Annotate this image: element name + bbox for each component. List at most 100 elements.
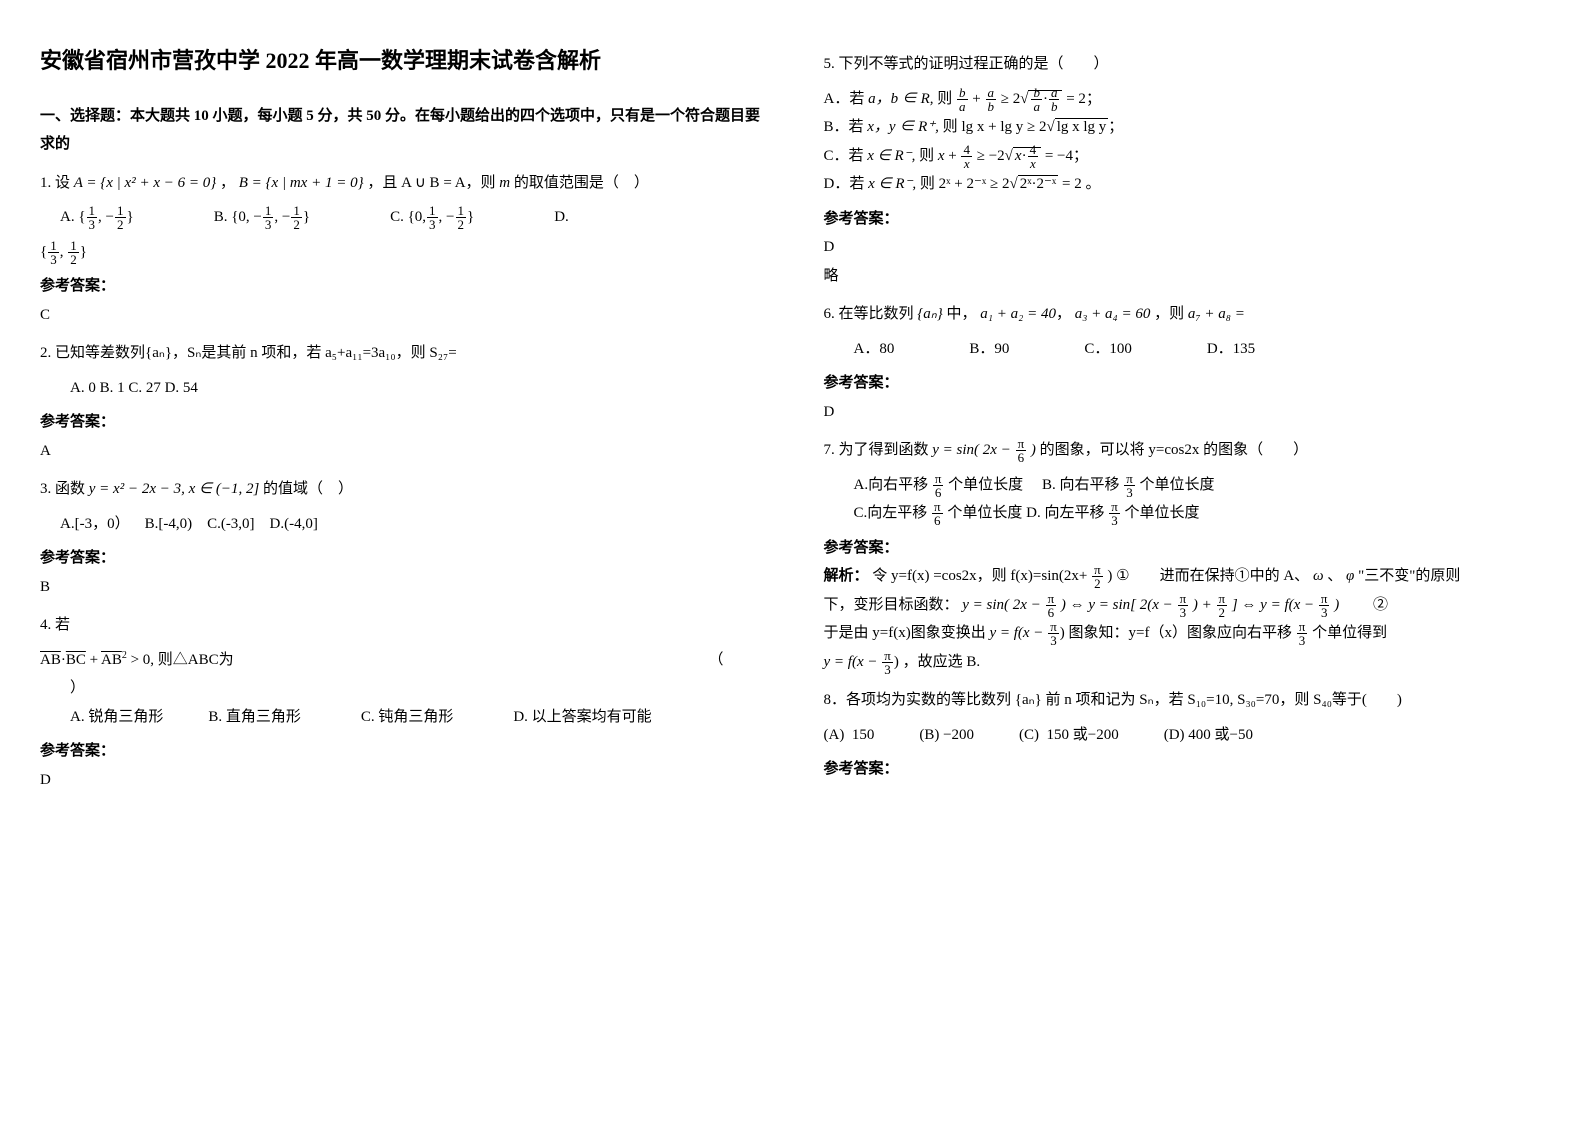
option-b: B. {0, −13, −12} <box>214 203 310 232</box>
text: 则 <box>920 176 935 192</box>
answer-label: 参考答案： <box>40 272 764 301</box>
label: D. <box>554 209 569 225</box>
text: 7. 为了得到函数 <box>824 442 929 458</box>
text: 中， <box>947 306 977 322</box>
text: y = x² − 2x − 3, x ∈ (−1, 2] <box>89 481 260 497</box>
q7-options-row2: C.向左平移 π6 个单位长度 D. 向左平移 π3 个单位长度 <box>854 499 1548 528</box>
question-4: 4. 若 <box>40 611 764 640</box>
text: 、 <box>1327 568 1342 584</box>
text: x ∈ R⁻, <box>867 148 915 164</box>
text: 则 <box>943 119 958 135</box>
text: A = {x | x² + x − 6 = 0} <box>74 175 216 191</box>
text: 则 <box>919 148 934 164</box>
label: A. <box>60 209 75 225</box>
q6-answer: D <box>824 398 1548 427</box>
left-column: 安徽省宿州市营孜中学 2022 年高一数学理期末试卷含解析 一、选择题：本大题共… <box>40 40 764 794</box>
text: B．若 <box>824 119 864 135</box>
text: 则 <box>937 91 952 107</box>
question-3: 3. 函数 y = x² − 2x − 3, x ∈ (−1, 2] 的值域（ … <box>40 475 764 504</box>
text: m <box>499 175 510 191</box>
text: 的取值范围是（ ） <box>514 175 649 191</box>
text: B = {x | mx + 1 = 0} <box>239 175 364 191</box>
text: A．若 <box>824 91 865 107</box>
q4-expr: AB·BC + AB2 > 0, 则△ABC为 （ <box>40 646 764 675</box>
text: lg x + lg y ≥ 2 <box>961 119 1046 135</box>
text: "三不变"的原则 <box>1358 568 1460 584</box>
answer-label: 参考答案： <box>40 544 764 573</box>
text: ，则 <box>1154 306 1184 322</box>
text: φ <box>1346 568 1354 584</box>
q7-solution-3: 于是由 y=f(x)图象变换出 y = f(x − π3) 图象知：y=f（x）… <box>824 619 1548 648</box>
text: ② <box>1373 597 1388 613</box>
q5-option-c: C．若 x ∈ R⁻, 则 x + 4x ≥ −2√x·4x = −4； <box>824 142 1548 171</box>
text: 个单位长度 <box>1140 477 1215 493</box>
text: } <box>467 209 474 225</box>
text: 解析： <box>824 568 869 584</box>
text: ω <box>1313 568 1324 584</box>
text: 3. 函数 <box>40 481 85 497</box>
text: ， <box>220 175 235 191</box>
text: ) <box>1334 597 1339 613</box>
question-6: 6. 在等比数列 {aₙ} 中， a₁ + a₂ = 40， a₃ + a₄ =… <box>824 300 1548 329</box>
option-d: D. <box>554 203 569 232</box>
q1-options: A. {13, −12} B. {0, −13, −12} C. {0,13, … <box>60 203 764 232</box>
text: 个单位长度 <box>947 505 1022 521</box>
q7-solution: 解析： 令 y=f(x) =cos2x，则 f(x)=sin(2x+ π2 ) … <box>824 562 1548 591</box>
text: 个单位长度 <box>948 477 1023 493</box>
q7-options-row1: A.向右平移 π6 个单位长度 B. 向右平移 π3 个单位长度 <box>854 471 1548 500</box>
text: 6. 在等比数列 <box>824 306 914 322</box>
q5-answer: D <box>824 233 1548 262</box>
q5-option-a: A．若 a，b ∈ R, 则 ba + ab ≥ 2√ba·ab = 2； <box>824 85 1548 114</box>
answer-label: 参考答案： <box>824 755 1548 784</box>
text: } <box>127 209 134 225</box>
label: B. <box>214 209 228 225</box>
text: 个单位得到 <box>1312 625 1387 641</box>
q6-options: A．80 B．90 C．100 D．135 <box>854 335 1548 364</box>
text: a，b ∈ R, <box>868 91 933 107</box>
text: } <box>80 244 87 260</box>
answer-label: 参考答案： <box>40 408 764 437</box>
question-5: 5. 下列不等式的证明过程正确的是（ ） <box>824 50 1548 79</box>
text: ，且 A ∪ B = A，则 <box>367 175 495 191</box>
text: y = sin( 2x − <box>932 442 1011 458</box>
question-7: 7. 为了得到函数 y = sin( 2x − π6 ) 的图象，可以将 y=c… <box>824 436 1548 465</box>
option-c: C. {0,13, −12} <box>390 203 474 232</box>
option-a: A. {13, −12} <box>60 203 134 232</box>
answer-label: 参考答案： <box>824 205 1548 234</box>
document-title: 安徽省宿州市营孜中学 2022 年高一数学理期末试卷含解析 <box>40 40 764 82</box>
text: {aₙ} <box>917 306 942 322</box>
q8-options: (A) 150 (B) −200 (C) 150 或−200 (D) 400 或… <box>824 721 1548 750</box>
text: D. 向左平移 <box>1026 505 1104 521</box>
vec: AB <box>101 652 122 668</box>
text: = −4 <box>1041 148 1073 164</box>
q4-paren: ） <box>40 674 764 703</box>
text: } <box>303 209 310 225</box>
text: {0, <box>408 209 426 225</box>
text: C．若 <box>824 148 864 164</box>
text: ] ⇔ y = f(x − <box>1232 597 1314 613</box>
text: ，故应选 B. <box>903 654 981 670</box>
q5-option-d: D．若 x ∈ R⁻, 则 2ˣ + 2⁻ˣ ≥ 2√2ˣ·2⁻ˣ = 2 。 <box>824 170 1548 199</box>
text: 4. 若 <box>40 617 70 633</box>
text: a₁ + a₂ = 40 <box>980 306 1056 322</box>
part1-heading: 一、选择题：本大题共 10 小题，每小题 5 分，共 50 分。在每小题给出的四… <box>40 102 764 159</box>
text: y = sin( 2x − <box>962 597 1041 613</box>
question-1: 1. 设 A = {x | x² + x − 6 = 0} ， B = {x |… <box>40 169 764 198</box>
text: { <box>78 209 85 225</box>
text: y = f(x − <box>989 625 1043 641</box>
text: 的值域（ ） <box>263 481 353 497</box>
text: 1. 设 <box>40 175 70 191</box>
text: （ <box>708 646 723 675</box>
q4-options: A. 锐角三角形 B. 直角三角形 C. 钝角三角形 D. 以上答案均有可能 <box>70 703 764 732</box>
text: = 2 <box>1062 91 1085 107</box>
question-8: 8．各项均为实数的等比数列 {aₙ} 前 n 项和记为 Sₙ，若 S₁₀=10,… <box>824 686 1548 715</box>
text: a₇ + a₈ = <box>1188 306 1245 322</box>
text: x ∈ R⁻, <box>868 176 916 192</box>
q7-solution-4: y = f(x − π3) ，故应选 B. <box>824 648 1548 677</box>
text: ) ① 进而在保持①中的 A、 <box>1107 568 1309 584</box>
q1-answer: C <box>40 301 764 330</box>
text: a₃ + a₄ = 60 <box>1075 306 1151 322</box>
right-column: 5. 下列不等式的证明过程正确的是（ ） A．若 a，b ∈ R, 则 ba +… <box>824 40 1548 794</box>
label: C. <box>390 209 404 225</box>
q7-solution-2: 下，变形目标函数： y = sin( 2x − π6 ) ⇔ y = sin[ … <box>824 591 1548 620</box>
